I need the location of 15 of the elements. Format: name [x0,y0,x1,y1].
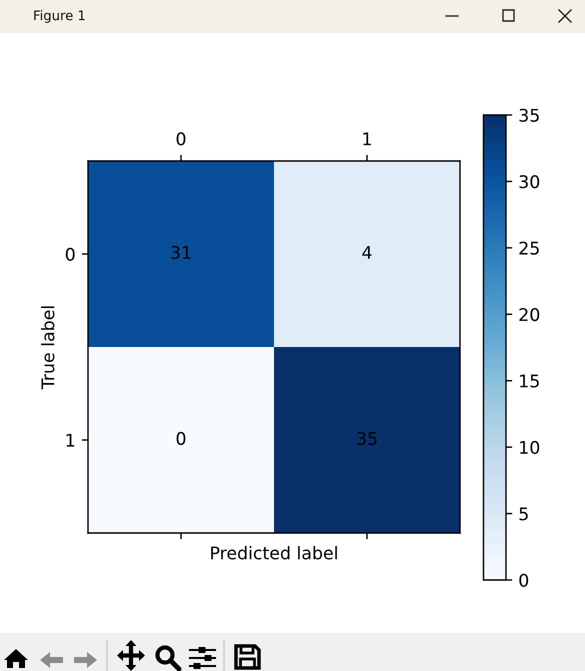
color-bar-label: 35 [520,108,539,122]
data-label: 0 [176,432,186,446]
color-bar-label: 30 [520,175,540,188]
data-label: 4 [362,246,372,259]
x-axis-title: Predicted label [211,546,337,560]
y-axis-title: True label [40,306,54,390]
data-label: 35 [357,432,377,446]
color-bar-label: 20 [519,308,540,322]
color-bar-label: 25 [519,242,539,255]
color-bar-label: 0 [519,574,528,587]
color-bar-label: 5 [520,508,528,520]
color-bar-label: 10 [520,440,540,454]
caption: Figure 1 [34,10,85,23]
data-label: 31 [171,246,190,260]
color-bar-label: 15 [520,374,539,388]
